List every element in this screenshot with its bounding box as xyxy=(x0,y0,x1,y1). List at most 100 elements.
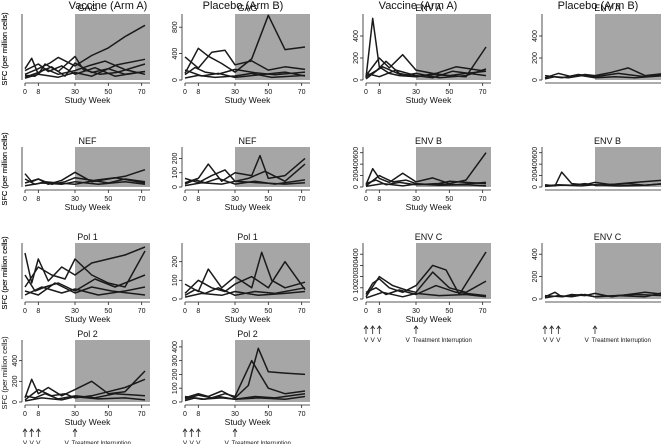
y-tick-label: 0 xyxy=(172,78,179,82)
y-tick-label: 200 xyxy=(172,152,179,164)
y-tick-label: 400 xyxy=(532,248,539,260)
panel-title: Pol 1 xyxy=(237,232,258,242)
series-line xyxy=(544,67,661,79)
series-line xyxy=(544,183,661,188)
series-line xyxy=(365,17,487,78)
y-tick-label: 100 xyxy=(172,382,179,394)
x-axis-label: Study Week xyxy=(65,202,111,212)
x-tick-label: 50 xyxy=(264,89,272,96)
x-axis-label: Study Week xyxy=(406,314,452,324)
x-tick-label: 0 xyxy=(183,196,187,203)
series-line xyxy=(544,292,661,298)
panel-title: ENV A xyxy=(415,3,442,13)
x-tick-label: 30 xyxy=(412,196,420,203)
arrow-head xyxy=(232,428,238,433)
vaccination-arrow-icon xyxy=(36,428,41,437)
column-header-placebo-b-right: Placebo (Arm B) xyxy=(557,0,639,12)
y-tick-label: 0 xyxy=(532,185,539,189)
vaccination-arrow-icon xyxy=(556,325,561,334)
x-tick-label: 30 xyxy=(71,196,79,203)
panel-title: NEF xyxy=(79,136,98,146)
vaccination-label: V xyxy=(196,440,201,444)
x-axis-label: Study Week xyxy=(65,95,111,105)
x-tick-label: 8 xyxy=(36,89,40,96)
vaccination-arrow-icon xyxy=(196,428,201,437)
x-tick-label: 50 xyxy=(104,89,112,96)
y-tick-label: 400 xyxy=(353,158,360,170)
interruption-shade xyxy=(235,243,310,299)
x-tick-label: 50 xyxy=(104,308,112,315)
series-line xyxy=(24,58,146,79)
series-line xyxy=(184,49,306,71)
y-tick-label: 200 xyxy=(172,369,179,381)
arrow-head xyxy=(22,428,28,433)
series-line xyxy=(365,271,487,298)
interruption-shade xyxy=(75,340,150,402)
x-tick-label: 30 xyxy=(231,89,239,96)
panel-pol1-a: Pol 1 0 8 30 50 70 Study Week SFC (per million … xyxy=(0,232,150,324)
vaccination-arrow-icon xyxy=(232,428,238,437)
series-line xyxy=(184,395,306,400)
vaccination-arrow-icon xyxy=(370,325,375,334)
vaccination-label: V xyxy=(364,337,369,344)
vaccination-label: V xyxy=(183,440,188,444)
series-line xyxy=(184,251,306,293)
panel-gag-a: GAG 0 8 30 50 70 Study Week SFC (per million ce… xyxy=(0,3,150,105)
y-tick-label: 200 xyxy=(12,375,19,387)
series-line xyxy=(184,287,306,297)
interruption-shade xyxy=(416,14,491,80)
vaccination-label: V xyxy=(36,440,41,444)
series-line xyxy=(544,72,661,79)
panel-title: ENV C xyxy=(594,232,622,242)
x-tick-label: 8 xyxy=(196,411,200,418)
arrow-head xyxy=(182,428,188,433)
series-line xyxy=(184,290,306,298)
x-tick-label: 8 xyxy=(36,411,40,418)
y-tick-label: 0 xyxy=(532,297,539,301)
x-tick-label: 30 xyxy=(412,308,420,315)
y-tick-label: 0 xyxy=(353,185,360,189)
series-line xyxy=(24,378,146,401)
y-tick-label: 600 xyxy=(532,147,539,159)
y-tick-label: 0 xyxy=(172,297,179,301)
vaccination-arrow-icon xyxy=(592,325,598,334)
x-tick-label: 50 xyxy=(445,89,453,96)
arrow-head xyxy=(29,428,34,433)
y-tick-label: 400 xyxy=(532,30,539,42)
vaccination-arrow-icon xyxy=(413,325,419,334)
panel-title: ENV B xyxy=(415,136,442,146)
vaccination-label: V xyxy=(556,337,561,344)
x-axis-label: Study Week xyxy=(225,417,271,427)
series-line xyxy=(365,291,487,299)
column-header-vaccine-a-right: Vaccine (Arm A) xyxy=(378,0,458,12)
x-tick-label: 50 xyxy=(445,308,453,315)
y-tick-label: 200 xyxy=(353,271,360,283)
y-tick-label: 0 xyxy=(12,400,19,404)
series-line xyxy=(24,176,146,186)
x-tick-label: 8 xyxy=(36,196,40,203)
vaccination-arrow-icon xyxy=(542,325,548,334)
x-tick-label: 70 xyxy=(298,411,306,418)
series-line xyxy=(24,370,146,399)
treatment-interruption-label: Treatment Interruption xyxy=(592,338,651,344)
vaccination-arrow-icon xyxy=(29,428,34,437)
arrow-head xyxy=(592,325,598,330)
x-tick-label: 8 xyxy=(196,308,200,315)
vaccination-arrow-icon xyxy=(72,428,78,437)
series-line xyxy=(24,282,146,296)
interruption-shade xyxy=(595,147,661,187)
panel-title: Pol 1 xyxy=(77,232,98,242)
series-line xyxy=(544,171,661,187)
x-tick-label: 0 xyxy=(364,89,368,96)
y-tick-label: 0 xyxy=(353,297,360,301)
treatment-interruption-label: Treatment Interruption xyxy=(72,441,131,444)
vaccination-arrow-icon xyxy=(22,428,28,437)
x-tick-label: 70 xyxy=(298,196,306,203)
x-tick-label: 30 xyxy=(231,308,239,315)
y-tick-label: 400 xyxy=(532,158,539,170)
x-tick-label: 30 xyxy=(71,89,79,96)
x-tick-label: 70 xyxy=(479,89,487,96)
x-tick-label: 0 xyxy=(183,411,187,418)
arrow-head xyxy=(413,325,419,330)
